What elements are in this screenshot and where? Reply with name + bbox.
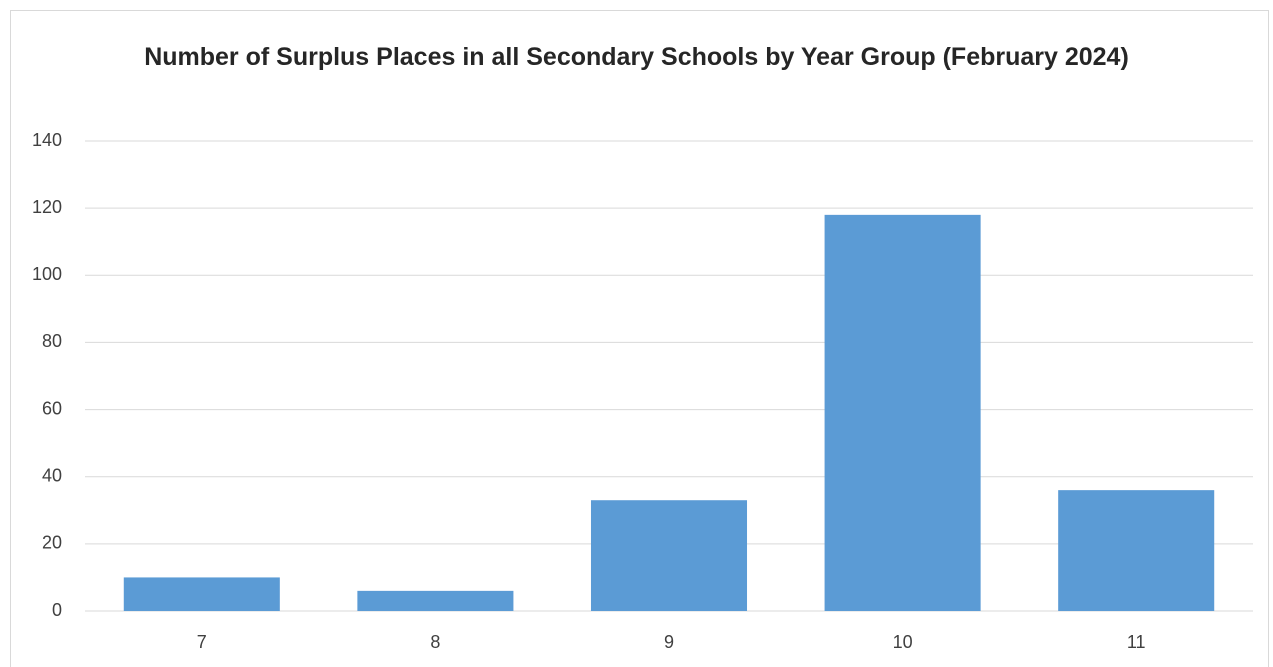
chart-title: Number of Surplus Places in all Secondar… — [144, 43, 1129, 71]
y-tick-label: 120 — [32, 197, 62, 217]
chart-border — [10, 10, 1269, 667]
x-tick-label: 7 — [197, 632, 207, 652]
x-tick-label: 9 — [664, 632, 674, 652]
y-tick-label: 140 — [32, 130, 62, 150]
y-tick-label: 40 — [42, 465, 62, 485]
y-tick-label: 60 — [42, 398, 62, 418]
bar — [590, 500, 748, 611]
y-tick-label: 100 — [32, 264, 62, 284]
y-tick-label: 0 — [52, 600, 62, 620]
x-tick-label: 11 — [1127, 632, 1146, 652]
bar — [123, 577, 280, 611]
x-tick-label: 8 — [430, 632, 440, 652]
x-tick-label: 10 — [893, 632, 913, 652]
y-tick-label: 20 — [42, 533, 62, 553]
bar — [824, 214, 981, 611]
bar — [357, 590, 514, 611]
bar — [1058, 490, 1215, 611]
y-tick-label: 80 — [42, 331, 62, 351]
